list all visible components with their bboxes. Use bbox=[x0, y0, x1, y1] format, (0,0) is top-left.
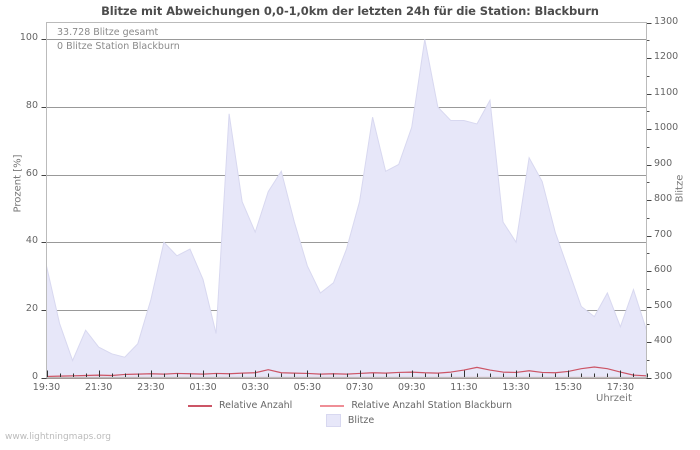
y-tick-left-60: 60 bbox=[25, 167, 38, 179]
legend-area-swatch-blitze bbox=[325, 414, 341, 427]
y-tick-right-1300: 1300 bbox=[654, 15, 679, 27]
y-tick-right-1100: 1100 bbox=[654, 86, 679, 98]
x-tick-1330: 13:30 bbox=[502, 381, 530, 393]
chart-legend: Relative Anzahl Relative Anzahl Station … bbox=[0, 398, 700, 428]
y-tick-left-0: 0 bbox=[31, 370, 38, 382]
y-tick-left-40: 40 bbox=[25, 235, 38, 247]
legend-line-swatch-secondary bbox=[320, 404, 345, 407]
y-tick-right-800: 800 bbox=[654, 193, 673, 204]
x-tick-0130: 01:30 bbox=[189, 381, 217, 393]
x-tick-0930: 09:30 bbox=[398, 381, 426, 393]
y-tick-right-1200: 1200 bbox=[654, 51, 679, 62]
y-tick-right-500: 500 bbox=[654, 299, 673, 311]
legend-row-2: Blitze bbox=[0, 413, 700, 428]
y-tick-right-300: 300 bbox=[654, 370, 673, 382]
y-tick-right-700: 700 bbox=[654, 228, 673, 240]
annotation-total: 33.728 Blitze gesamt bbox=[57, 27, 159, 38]
x-tick-0330: 03:30 bbox=[241, 381, 269, 393]
y-tick-right-1000: 1000 bbox=[654, 122, 679, 133]
y-axis-label-left: Prozent [%] bbox=[12, 154, 24, 213]
x-tick-1530: 15:30 bbox=[554, 381, 582, 393]
legend-label-blitze: Blitze bbox=[347, 415, 375, 426]
x-tick-1730: 17:30 bbox=[606, 381, 635, 393]
x-tick-1930: 19:30 bbox=[32, 381, 61, 393]
footer-watermark: www.lightningmaps.org bbox=[5, 432, 111, 442]
legend-line-swatch-primary bbox=[188, 404, 212, 407]
annotation-station: 0 Blitze Station Blackburn bbox=[57, 41, 180, 52]
x-tick-2130: 21:30 bbox=[84, 381, 113, 393]
x-axis-label: Uhrzeit bbox=[596, 393, 632, 404]
legend-item-blitze[interactable]: Blitze bbox=[325, 414, 375, 427]
plot-frame bbox=[46, 22, 647, 378]
y-tick-right-900: 900 bbox=[654, 157, 673, 169]
chart-title: Blitze mit Abweichungen 0,0-1,0km der le… bbox=[101, 4, 599, 18]
legend-item-relative-anzahl[interactable]: Relative Anzahl bbox=[188, 400, 292, 411]
x-tick-0530: 05:30 bbox=[293, 381, 322, 393]
legend-item-relative-anzahl-station[interactable]: Relative Anzahl Station Blackburn bbox=[320, 400, 512, 411]
y-tick-right-600: 600 bbox=[654, 264, 673, 275]
y-tick-right-400: 400 bbox=[654, 335, 673, 346]
x-tick-1130: 11:30 bbox=[450, 381, 478, 393]
legend-row-1: Relative Anzahl Relative Anzahl Station … bbox=[0, 398, 700, 413]
axis-ticks-group bbox=[41, 22, 652, 380]
y-tick-left-80: 80 bbox=[25, 100, 38, 112]
area-series-group bbox=[46, 39, 647, 378]
legend-label-relative-anzahl-station: Relative Anzahl Station Blackburn bbox=[351, 400, 512, 411]
x-tick-0730: 07:30 bbox=[345, 381, 374, 393]
y-tick-left-20: 20 bbox=[25, 302, 38, 314]
y-tick-left-100: 100 bbox=[19, 32, 38, 44]
legend-label-relative-anzahl: Relative Anzahl bbox=[219, 400, 293, 411]
x-tick-2330: 23:30 bbox=[137, 381, 165, 393]
